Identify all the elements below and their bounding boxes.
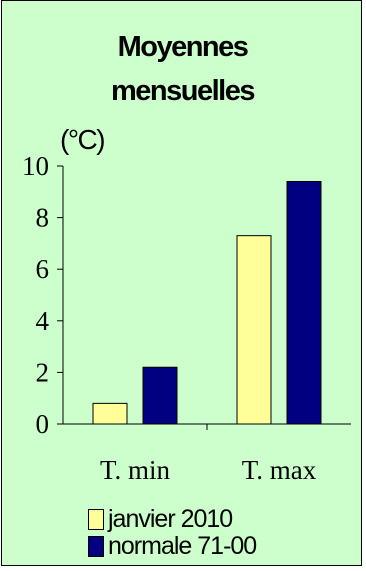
y-tick-label: 4 (36, 306, 50, 336)
bar-2-2 (286, 180, 322, 425)
chart-title: Moyennes mensuelles (111, 31, 255, 107)
legend-label-series-1: janvier 2010 (108, 505, 233, 533)
bar-1-1 (92, 402, 128, 425)
y-tick-label: 8 (36, 203, 50, 233)
x-tick-label: T. min (100, 455, 170, 485)
legend-swatch-series-2 (88, 536, 104, 557)
legend-item-series-2: normale 71-00 (88, 532, 257, 560)
y-tick-label: 2 (36, 357, 50, 387)
bar-chart: (°C) T. min T. max 0 2 4 6 8 10 (22, 124, 351, 485)
y-tick-label: 10 (22, 151, 49, 181)
chart-frame: Moyennes mensuelles (°C) T. min T. max 0 2 4… (1, 0, 362, 566)
bar-2-1 (142, 366, 178, 425)
legend-item-series-1: janvier 2010 (88, 505, 256, 533)
legend-swatch-series-1 (88, 509, 104, 530)
y-axis-unit: (°C) (60, 124, 104, 155)
legend: janvier 2010 normale 71-00 (88, 505, 257, 560)
legend-label-series-2: normale 71-00 (108, 532, 257, 560)
y-tick-label: 6 (36, 254, 50, 284)
x-tick-label: T. max (242, 455, 317, 485)
bar-1-2 (236, 235, 272, 425)
y-tick-label: 0 (36, 409, 50, 439)
